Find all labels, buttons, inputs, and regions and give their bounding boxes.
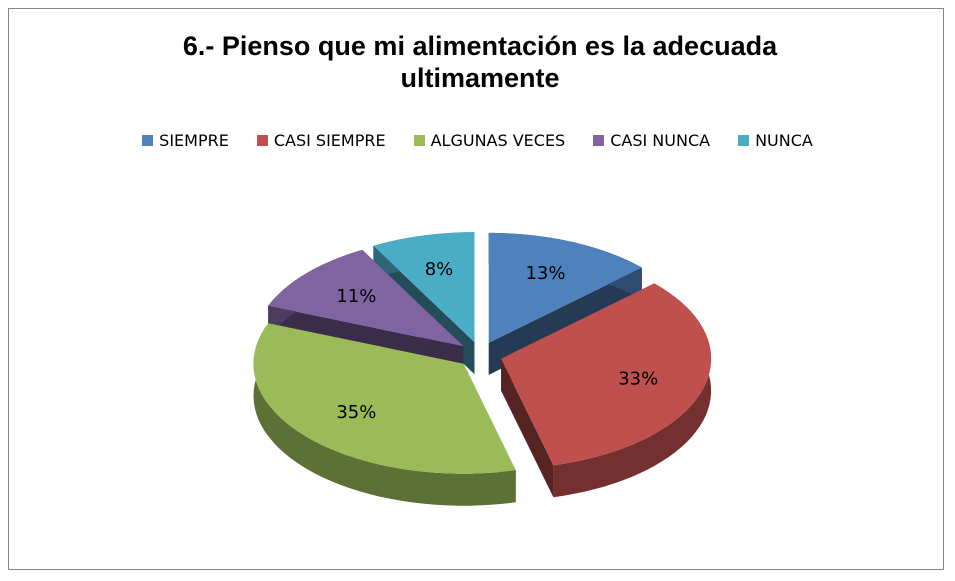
legend-item: SIEMPRE <box>142 131 229 150</box>
legend-label: CASI NUNCA <box>610 131 711 150</box>
legend-item: CASI SIEMPRE <box>256 131 386 150</box>
slice-side <box>501 358 554 498</box>
data-label: 35% <box>336 402 376 423</box>
legend-item: CASI NUNCA <box>593 131 710 150</box>
legend-swatch <box>256 135 268 146</box>
legend-swatch <box>593 135 605 146</box>
slice <box>501 283 712 466</box>
legend-label: SIEMPRE <box>159 131 229 150</box>
legend-label: CASI SIEMPRE <box>273 131 386 150</box>
slice <box>253 323 516 474</box>
legend: SIEMPRE CASI SIEMPRE ALGUNAS VECES CASI NUN… <box>0 131 955 150</box>
data-label: 8% <box>425 259 454 280</box>
legend-label: NUNCA <box>755 131 813 150</box>
data-label: 13% <box>525 263 565 284</box>
chart-frame <box>8 8 944 570</box>
chart-title: 6.- Pienso que mi alimentación es la ade… <box>182 31 778 93</box>
slice <box>268 249 464 347</box>
slice-side <box>553 283 712 498</box>
legend-item: NUNCA <box>738 131 813 150</box>
legend-label: ALGUNAS VECES <box>430 131 566 150</box>
legend-swatch <box>413 135 425 146</box>
data-label: 33% <box>618 369 658 390</box>
legend-swatch <box>738 135 750 146</box>
slice-side <box>253 323 516 506</box>
slice <box>488 232 642 343</box>
pie-tops <box>253 232 712 474</box>
legend-item: ALGUNAS VECES <box>413 131 566 150</box>
data-label: 11% <box>336 286 376 307</box>
legend-swatch <box>142 135 154 146</box>
slice <box>373 232 475 343</box>
